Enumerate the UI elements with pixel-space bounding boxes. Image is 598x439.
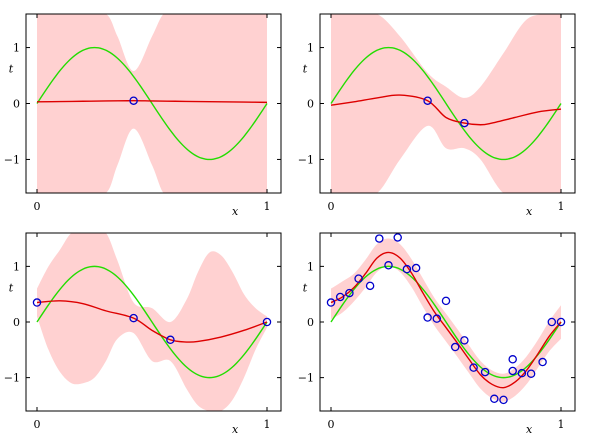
- panel-bottom-left: 1 0 −1 0 1 x t: [4, 232, 282, 436]
- predictive-mean-curve: [36, 300, 268, 343]
- y-axis-label: t: [9, 281, 14, 294]
- true-function-curve: [36, 265, 268, 379]
- observation-point: [393, 233, 402, 242]
- observation-point: [129, 96, 138, 105]
- true-function-curve: [330, 46, 562, 161]
- y-tick-label: −1: [298, 372, 314, 385]
- observation-point: [345, 288, 354, 298]
- y-tick-label: 1: [307, 42, 314, 55]
- observation-point: [499, 395, 508, 405]
- observation-point: [262, 317, 272, 327]
- y-tick-label: 1: [307, 260, 314, 273]
- observation-point: [365, 281, 375, 291]
- x-axis-label: x: [232, 205, 239, 218]
- panel-top-left: 1 0 −1 0 1 x t: [4, 13, 282, 218]
- y-axis-label: t: [303, 63, 308, 76]
- y-tick-label: 0: [13, 98, 20, 111]
- observation-point: [441, 296, 451, 306]
- x-tick-label: 1: [558, 418, 565, 431]
- observation-point: [508, 355, 517, 364]
- observation-point: [402, 264, 412, 274]
- observation-point: [375, 234, 384, 243]
- observation-point: [460, 118, 469, 128]
- x-tick-label: 0: [328, 418, 335, 431]
- y-tick-label: 1: [13, 260, 20, 273]
- observation-point: [556, 317, 566, 327]
- x-axis-label: x: [526, 423, 533, 436]
- x-tick-label: 1: [264, 200, 271, 213]
- x-tick-label: 1: [264, 418, 271, 431]
- y-tick-label: −1: [4, 153, 20, 166]
- observation-point: [547, 317, 557, 327]
- observation-point: [517, 368, 527, 378]
- x-axis-label: x: [232, 423, 239, 436]
- true-function-curve: [36, 46, 268, 161]
- y-tick-label: −1: [4, 372, 20, 385]
- uncertainty-band: [331, 238, 561, 402]
- observation-point: [335, 292, 345, 302]
- panel-bottom-right: 1 0 −1 0 1 x t: [298, 232, 576, 436]
- x-tick-label: 0: [34, 418, 41, 431]
- predictive-mean-curve: [330, 94, 562, 126]
- observation-point: [166, 335, 175, 345]
- observation-point: [423, 96, 432, 105]
- x-axis-label: x: [526, 205, 533, 218]
- observation-point: [411, 263, 421, 273]
- observation-point: [538, 357, 547, 367]
- x-tick-label: 0: [34, 200, 41, 213]
- observation-point: [32, 298, 42, 307]
- observation-point: [129, 313, 138, 323]
- observation-point: [526, 369, 536, 378]
- observation-point: [423, 313, 432, 322]
- panel-top-right: 1 0 −1 0 1 x t: [298, 13, 576, 218]
- y-tick-label: 0: [307, 98, 314, 111]
- y-axis-label: t: [9, 63, 14, 76]
- observation-point: [326, 298, 336, 307]
- observation-point: [469, 363, 478, 372]
- y-tick-label: 0: [13, 316, 20, 329]
- observation-point: [490, 394, 499, 404]
- y-axis-label: t: [303, 281, 308, 294]
- x-tick-label: 1: [558, 200, 565, 213]
- observation-point: [460, 336, 469, 345]
- x-tick-label: 0: [328, 200, 335, 213]
- predictive-mean-curve: [330, 251, 562, 389]
- observation-point: [480, 367, 490, 377]
- observation-point: [450, 342, 460, 352]
- observation-point: [432, 314, 442, 323]
- observation-point: [354, 274, 363, 283]
- observation-point: [384, 261, 393, 270]
- predictive-mean-curve: [36, 99, 268, 104]
- observation-point: [508, 366, 517, 376]
- y-tick-label: 1: [13, 42, 20, 55]
- y-tick-label: 0: [307, 316, 314, 329]
- y-tick-label: −1: [298, 153, 314, 166]
